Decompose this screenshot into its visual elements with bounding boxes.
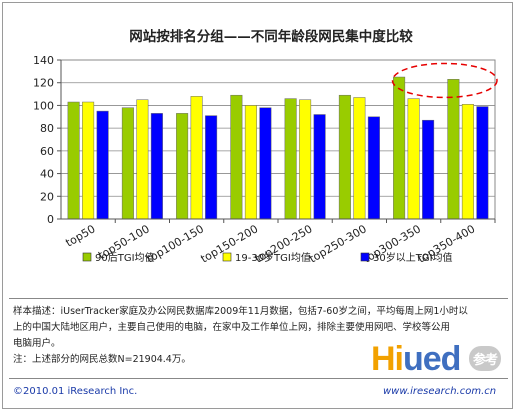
bar-top300-350-series-1: [393, 76, 406, 220]
sample-note-line-4: 注：上述部分的网民总数N=21904.4万。: [13, 354, 191, 365]
legend-label-series-3: 30岁以上TGI均值: [373, 251, 453, 264]
bar-top350-400-series-2: [461, 104, 474, 220]
chart-title: 网站按排名分组——不同年龄段网民集中度比较: [129, 28, 413, 45]
bar-top100-150-series-3: [205, 115, 218, 220]
bar-top250-300-series-2: [353, 97, 366, 220]
divider: [9, 378, 508, 379]
bar-top100-150-series-2: [190, 96, 203, 220]
bar-top50-series-3: [96, 110, 109, 220]
legend-swatch-series-1: [82, 252, 92, 262]
legend-swatch-series-3: [360, 252, 370, 262]
bar-top250-300-series-3: [367, 116, 380, 220]
bar-top350-400-series-1: [447, 79, 460, 220]
bar-top50-100-series-1: [121, 107, 134, 220]
sample-note-line-3: 电脑用户。: [13, 338, 61, 349]
hiued-logo-badge: 参考: [469, 346, 502, 371]
y-tick-label: 100: [33, 99, 54, 112]
legend-label-series-1: 90后TGI均值: [95, 251, 155, 264]
y-tick-label: 140: [33, 54, 54, 67]
bar-top200-250-series-3: [313, 114, 326, 220]
bar-top150-200-series-1: [230, 94, 243, 220]
bar-chart: 网站按排名分组——不同年龄段网民集中度比较 0 20 40 60 80 100 120 140…: [33, 28, 498, 266]
plot-area: 020406080100120140top50top50-100top100-1…: [33, 54, 498, 266]
sample-note-line-2: 上的中国大陆地区用户，主要自己使用的电脑，在家中及工作单位上网，排除主要使用网吧…: [13, 322, 451, 333]
y-tick-label: 120: [33, 77, 54, 90]
y-tick-label: 0: [47, 213, 54, 226]
bar-top150-200-series-2: [244, 105, 257, 220]
bar-top350-400-series-3: [476, 106, 489, 220]
bar-top100-150-series-1: [176, 113, 189, 220]
bar-top50-100-series-2: [136, 99, 149, 220]
legend-label-series-2: 19-30岁TGI均值: [235, 251, 311, 264]
sample-note-line-1: 样本描述：iUserTracker家庭及办公网民数据库2009年11月数据，包括…: [13, 306, 468, 317]
y-tick-label: 60: [40, 145, 54, 158]
divider: [9, 298, 508, 299]
y-tick-label: 20: [40, 190, 54, 203]
bar-top250-300-series-1: [338, 94, 351, 220]
highlight-ellipse: [391, 62, 498, 99]
legend: 90后TGI均值 19-30岁TGI均值 30岁以上TGI均值: [82, 251, 453, 264]
bar-top50-series-2: [82, 101, 95, 220]
hiued-logo: Hiued: [371, 340, 461, 378]
copyright: ©2010.01 iResearch Inc.: [13, 386, 138, 397]
bar-top150-200-series-3: [259, 107, 272, 220]
y-tick-label: 40: [40, 168, 54, 181]
bar-top300-350-series-2: [407, 98, 420, 220]
x-category-label: top250-300: [307, 222, 369, 265]
x-category-label: top50: [63, 222, 97, 249]
bar-top200-250-series-2: [299, 99, 312, 220]
bar-top50-series-1: [67, 101, 80, 220]
bar-top200-250-series-1: [284, 98, 297, 220]
legend-swatch-series-2: [222, 252, 232, 262]
y-tick-label: 80: [40, 122, 54, 135]
bar-top300-350-series-3: [422, 119, 435, 220]
footer-url[interactable]: www.iresearch.com.cn: [383, 386, 497, 397]
bar-top50-100-series-3: [150, 113, 163, 220]
